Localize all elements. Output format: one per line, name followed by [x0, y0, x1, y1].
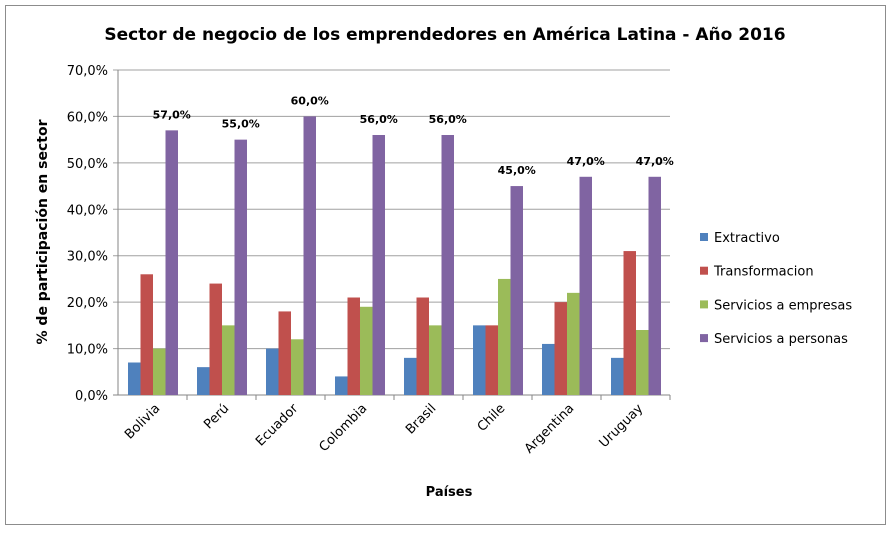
- data-label: 55,0%: [222, 118, 260, 131]
- data-label: 47,0%: [567, 155, 605, 168]
- bar-extractivo: [542, 343, 555, 395]
- bar-transformacion: [140, 274, 153, 395]
- data-label: 60,0%: [291, 94, 329, 107]
- legend-swatch: [700, 300, 708, 309]
- legend-label: Transformacion: [713, 265, 814, 280]
- bar-extractivo: [128, 362, 141, 395]
- legend-label: Servicios a personas: [714, 332, 848, 347]
- x-axis-label: Países: [426, 485, 473, 500]
- bar-servicios-a-personas: [648, 176, 661, 395]
- bar-servicios-a-personas: [372, 135, 385, 395]
- bar-extractivo: [335, 376, 348, 395]
- bar-servicios-a-empresas: [636, 330, 649, 395]
- bar-servicios-a-empresas: [153, 348, 166, 395]
- y-tick-label: 0,0%: [75, 389, 108, 404]
- data-label: 45,0%: [498, 164, 536, 177]
- bar-transformacion: [554, 302, 567, 395]
- chart-title: Sector de negocio de los emprendedores e…: [104, 25, 785, 45]
- bar-extractivo: [404, 357, 417, 395]
- bar-servicios-a-empresas: [291, 339, 304, 395]
- y-axis-label: % de participación en sector: [35, 119, 51, 344]
- y-tick-label: 40,0%: [67, 203, 108, 218]
- bar-transformacion: [209, 283, 222, 395]
- bar-servicios-a-personas: [303, 116, 316, 395]
- legend-label: Extractivo: [714, 231, 780, 246]
- y-tick-label: 50,0%: [67, 157, 108, 172]
- bar-servicios-a-empresas: [498, 278, 511, 395]
- bar-transformacion: [623, 251, 636, 395]
- bar-servicios-a-personas: [165, 130, 178, 395]
- bar-transformacion: [416, 297, 429, 395]
- legend-swatch: [700, 266, 708, 275]
- bar-servicios-a-personas: [579, 176, 592, 395]
- bar-servicios-a-empresas: [360, 306, 373, 395]
- bar-servicios-a-personas: [510, 186, 523, 395]
- data-label: 47,0%: [636, 155, 674, 168]
- legend-swatch: [700, 334, 708, 343]
- bar-transformacion: [347, 297, 360, 395]
- bar-servicios-a-personas: [441, 135, 454, 395]
- bar-extractivo: [611, 357, 624, 395]
- bar-extractivo: [473, 325, 486, 395]
- data-label: 56,0%: [360, 113, 398, 126]
- y-tick-label: 70,0%: [67, 64, 108, 79]
- legend-label: Servicios a empresas: [714, 298, 852, 313]
- bar-extractivo: [266, 348, 279, 395]
- legend-swatch: [700, 233, 708, 241]
- data-label: 57,0%: [153, 108, 191, 121]
- y-tick-label: 10,0%: [67, 343, 108, 358]
- y-tick-label: 30,0%: [67, 250, 108, 265]
- bar-servicios-a-empresas: [429, 325, 442, 395]
- bar-extractivo: [197, 367, 210, 395]
- bar-transformacion: [485, 325, 498, 395]
- bar-servicios-a-empresas: [567, 292, 580, 395]
- y-tick-label: 60,0%: [67, 110, 108, 125]
- bar-servicios-a-empresas: [222, 325, 235, 395]
- data-label: 56,0%: [429, 113, 467, 126]
- y-tick-label: 20,0%: [67, 296, 108, 311]
- bar-servicios-a-personas: [234, 139, 247, 395]
- bar-transformacion: [278, 311, 291, 395]
